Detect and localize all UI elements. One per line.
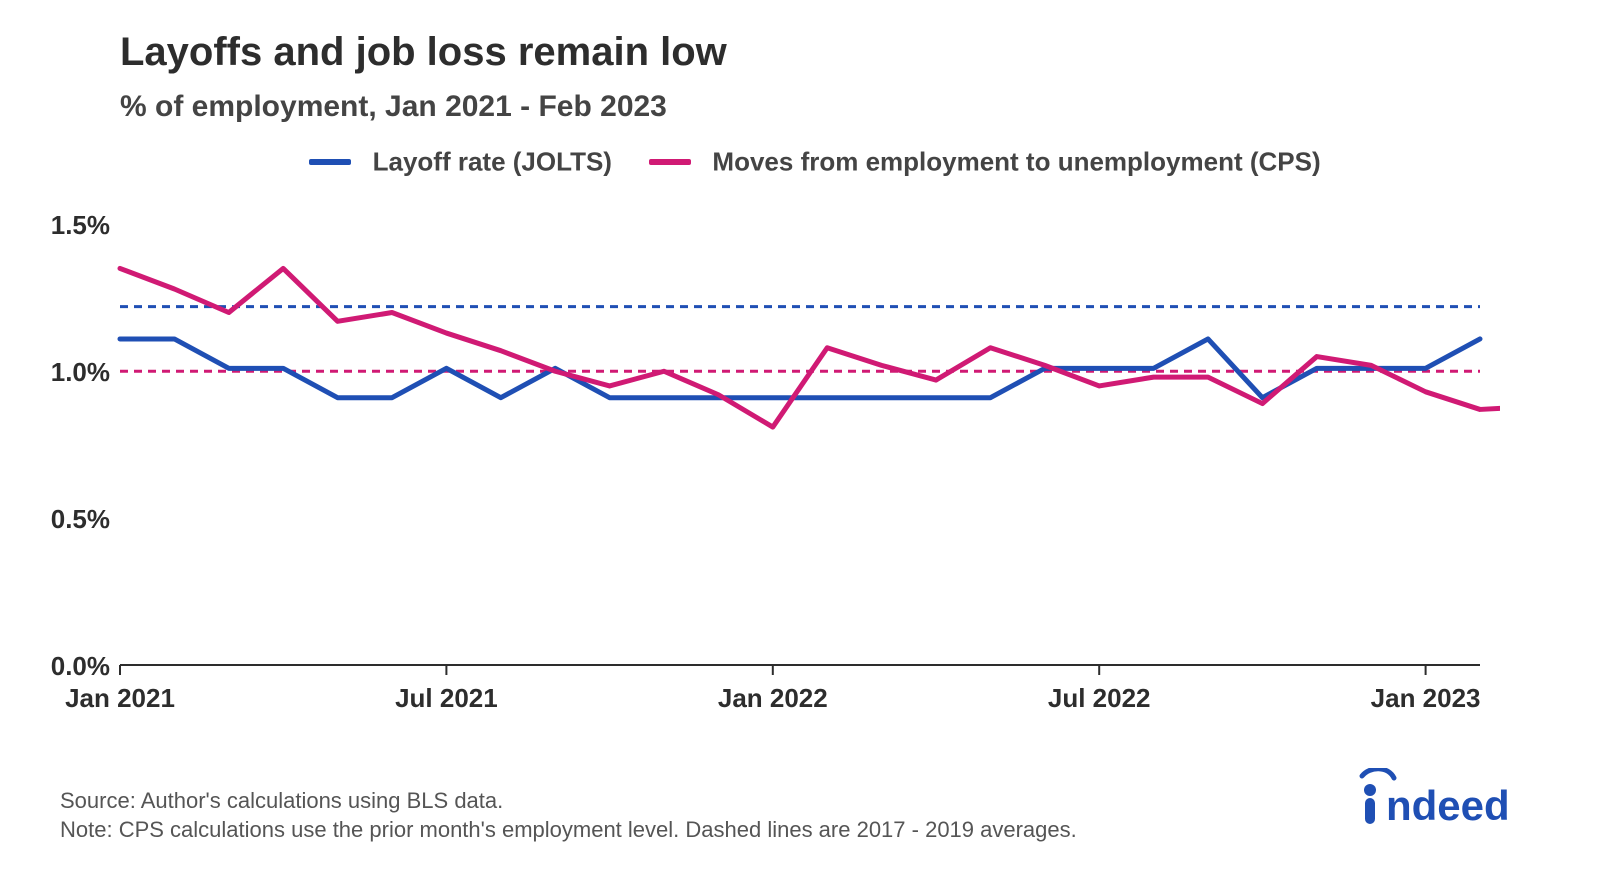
plot-area	[100, 175, 1500, 685]
x-tick-label: Jan 2022	[718, 683, 828, 714]
legend-label-2: Moves from employment to unemployment (C…	[712, 147, 1320, 177]
chart-title: Layoffs and job loss remain low	[120, 30, 727, 75]
legend-swatch-1	[309, 159, 351, 165]
x-tick-label: Jul 2021	[395, 683, 498, 714]
source-text: Source: Author's calculations using BLS …	[60, 786, 1077, 816]
footer-notes: Source: Author's calculations using BLS …	[60, 786, 1077, 845]
legend: Layoff rate (JOLTS) Moves from employmen…	[0, 145, 1600, 178]
chart-container: Layoffs and job loss remain low % of emp…	[0, 0, 1600, 873]
x-tick-label: Jul 2022	[1048, 683, 1151, 714]
y-tick-label: 0.5%	[20, 504, 110, 535]
indeed-logo: ndeed	[1350, 768, 1540, 833]
y-tick-label: 1.5%	[20, 210, 110, 241]
svg-text:ndeed: ndeed	[1386, 782, 1510, 828]
chart-subtitle: % of employment, Jan 2021 - Feb 2023	[120, 90, 667, 124]
y-tick-label: 0.0%	[20, 651, 110, 682]
x-tick-label: Jan 2021	[65, 683, 175, 714]
x-tick-label: Jan 2023	[1371, 683, 1481, 714]
legend-label-1: Layoff rate (JOLTS)	[373, 147, 612, 177]
series-line	[120, 268, 1500, 427]
y-tick-label: 1.0%	[20, 357, 110, 388]
note-text: Note: CPS calculations use the prior mon…	[60, 815, 1077, 845]
legend-swatch-2	[649, 159, 691, 165]
